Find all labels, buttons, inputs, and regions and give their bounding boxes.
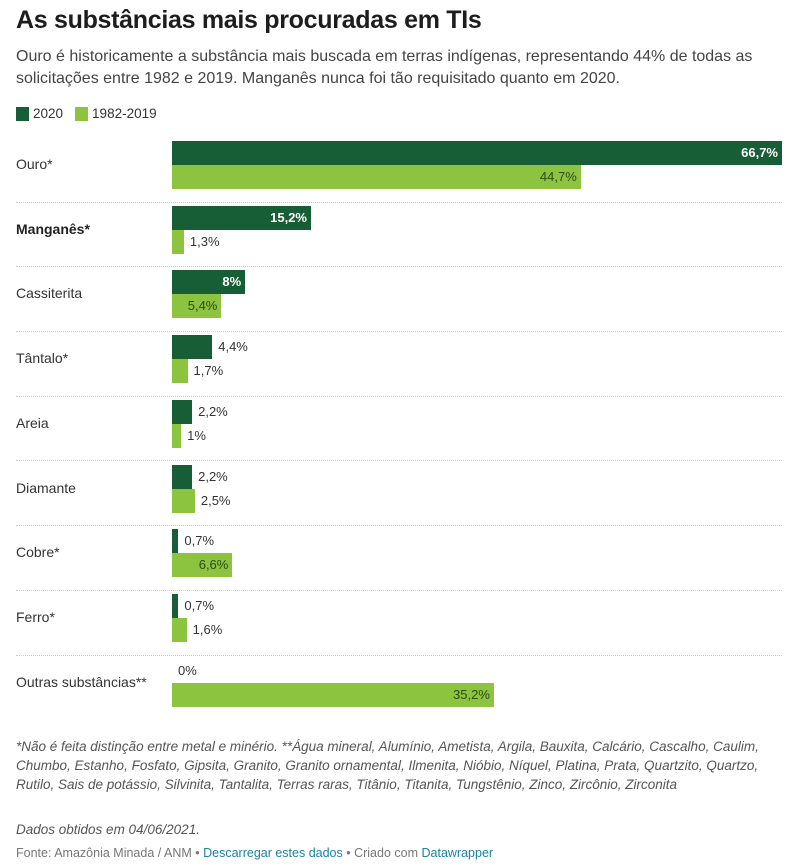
data-label-1982-2019: 1,6% [192, 621, 223, 637]
source-text: Fonte: Amazônia Minada / ANM [16, 846, 192, 860]
category-row-manganes: Manganês* 15,2% 1,3% [0, 205, 800, 270]
bar-1982-2019 [172, 165, 581, 189]
bar-1982-2019 [172, 423, 182, 448]
legend-item-2020: 2020 [16, 106, 63, 121]
data-label-1982-2019: 6,6% [198, 557, 229, 573]
data-label-2020: 0,7% [184, 533, 215, 549]
footer: Fonte: Amazônia Minada / ANM • Descarreg… [16, 846, 493, 860]
chart-title: As substâncias mais procuradas em TIs [16, 6, 482, 34]
bar-1982-2019 [172, 553, 233, 578]
category-label: Cobre* [16, 544, 60, 561]
legend-label-2020: 2020 [33, 106, 64, 121]
data-label-2020: 0% [178, 662, 197, 678]
datawrapper-link[interactable]: Datawrapper [421, 846, 494, 860]
bar-2020 [172, 205, 311, 230]
data-label-1982-2019: 35,2% [453, 686, 490, 702]
data-label-1982-2019: 5,4% [187, 298, 218, 314]
legend: 2020 1982-2019 [16, 106, 157, 121]
data-label-1982-2019: 2,5% [200, 492, 231, 508]
chart-subtitle: Ouro é historicamente a substância mais … [16, 48, 753, 87]
footnotes: *Não é feita distinção entre metal e min… [16, 739, 759, 792]
category-row-diamante: Diamante 2,2% 2,5% [0, 464, 800, 529]
category-row-cassiterita: Cassiterita 8% 5,4% [0, 269, 800, 334]
bar-2020 [172, 335, 213, 360]
category-label: Cassiterita [16, 285, 83, 302]
legend-item-1982-2019: 1982-2019 [75, 106, 157, 121]
bar-2020 [172, 141, 782, 165]
row-divider [16, 201, 782, 203]
bar-2020 [172, 270, 246, 295]
data-label-2020: 15,2% [270, 209, 307, 225]
bar-1982-2019 [172, 682, 494, 707]
category-label: Ouro* [16, 156, 53, 172]
date-note: Dados obtidos em 04/06/2021. [16, 822, 200, 837]
category-label: Areia [16, 414, 49, 431]
bar-1982-2019 [172, 359, 188, 384]
bar-1982-2019 [172, 294, 222, 319]
data-label-2020: 2,2% [198, 468, 228, 484]
category-row-cobre: Cobre* 0,7% 6,6% [0, 528, 800, 593]
row-divider [16, 395, 782, 397]
legend-label-1982-2019: 1982-2019 [92, 106, 157, 121]
legend-swatch-2020 [16, 106, 29, 121]
data-label-1982-2019: 1,7% [193, 363, 224, 379]
row-divider [16, 331, 782, 333]
row-divider [16, 654, 782, 656]
separator: • [191, 846, 204, 860]
category-label: Outras substâncias** [16, 673, 147, 690]
created-with-text: Criado com [354, 846, 419, 860]
category-row-ouro: Ouro* 66,7% 44,7% [0, 140, 800, 205]
row-divider [16, 460, 782, 462]
data-label-2020: 0,7% [184, 597, 215, 613]
category-label: Ferro* [16, 608, 55, 625]
legend-swatch-1982-2019 [75, 106, 89, 121]
data-label-2020: 2,2% [198, 403, 228, 419]
bar-1982-2019 [172, 617, 187, 642]
data-label-1982-2019: 1% [187, 427, 206, 443]
category-label: Manganês* [16, 220, 90, 237]
bar-2020 [172, 529, 179, 554]
category-row-ferro: Ferro* 0,7% 1,6% [0, 593, 800, 658]
category-label: Tântalo* [16, 350, 69, 367]
row-divider [16, 589, 782, 591]
category-row-areia: Areia 2,2% 1% [0, 399, 800, 464]
bar-1982-2019 [172, 229, 184, 254]
data-label-1982-2019: 44,7% [539, 169, 577, 184]
data-label-2020: 66,7% [741, 145, 778, 160]
data-label-2020: 4,4% [218, 339, 248, 355]
bar-2020 [172, 464, 193, 489]
data-label-2020: 8% [222, 274, 242, 290]
category-label: Diamante [16, 479, 76, 496]
bar-1982-2019 [172, 488, 195, 513]
bar-2020 [172, 399, 193, 424]
row-divider [16, 266, 782, 268]
bar-2020 [172, 593, 179, 618]
data-label-1982-2019: 1,3% [189, 233, 220, 249]
category-row-tantalo: Tântalo* 4,4% 1,7% [0, 334, 800, 399]
category-row-outras-substancias: Outras substâncias** 0% 35,2% [0, 658, 800, 723]
separator: • [342, 846, 355, 860]
download-data-link[interactable]: Descarregar estes dados [203, 846, 343, 860]
row-divider [16, 525, 782, 527]
